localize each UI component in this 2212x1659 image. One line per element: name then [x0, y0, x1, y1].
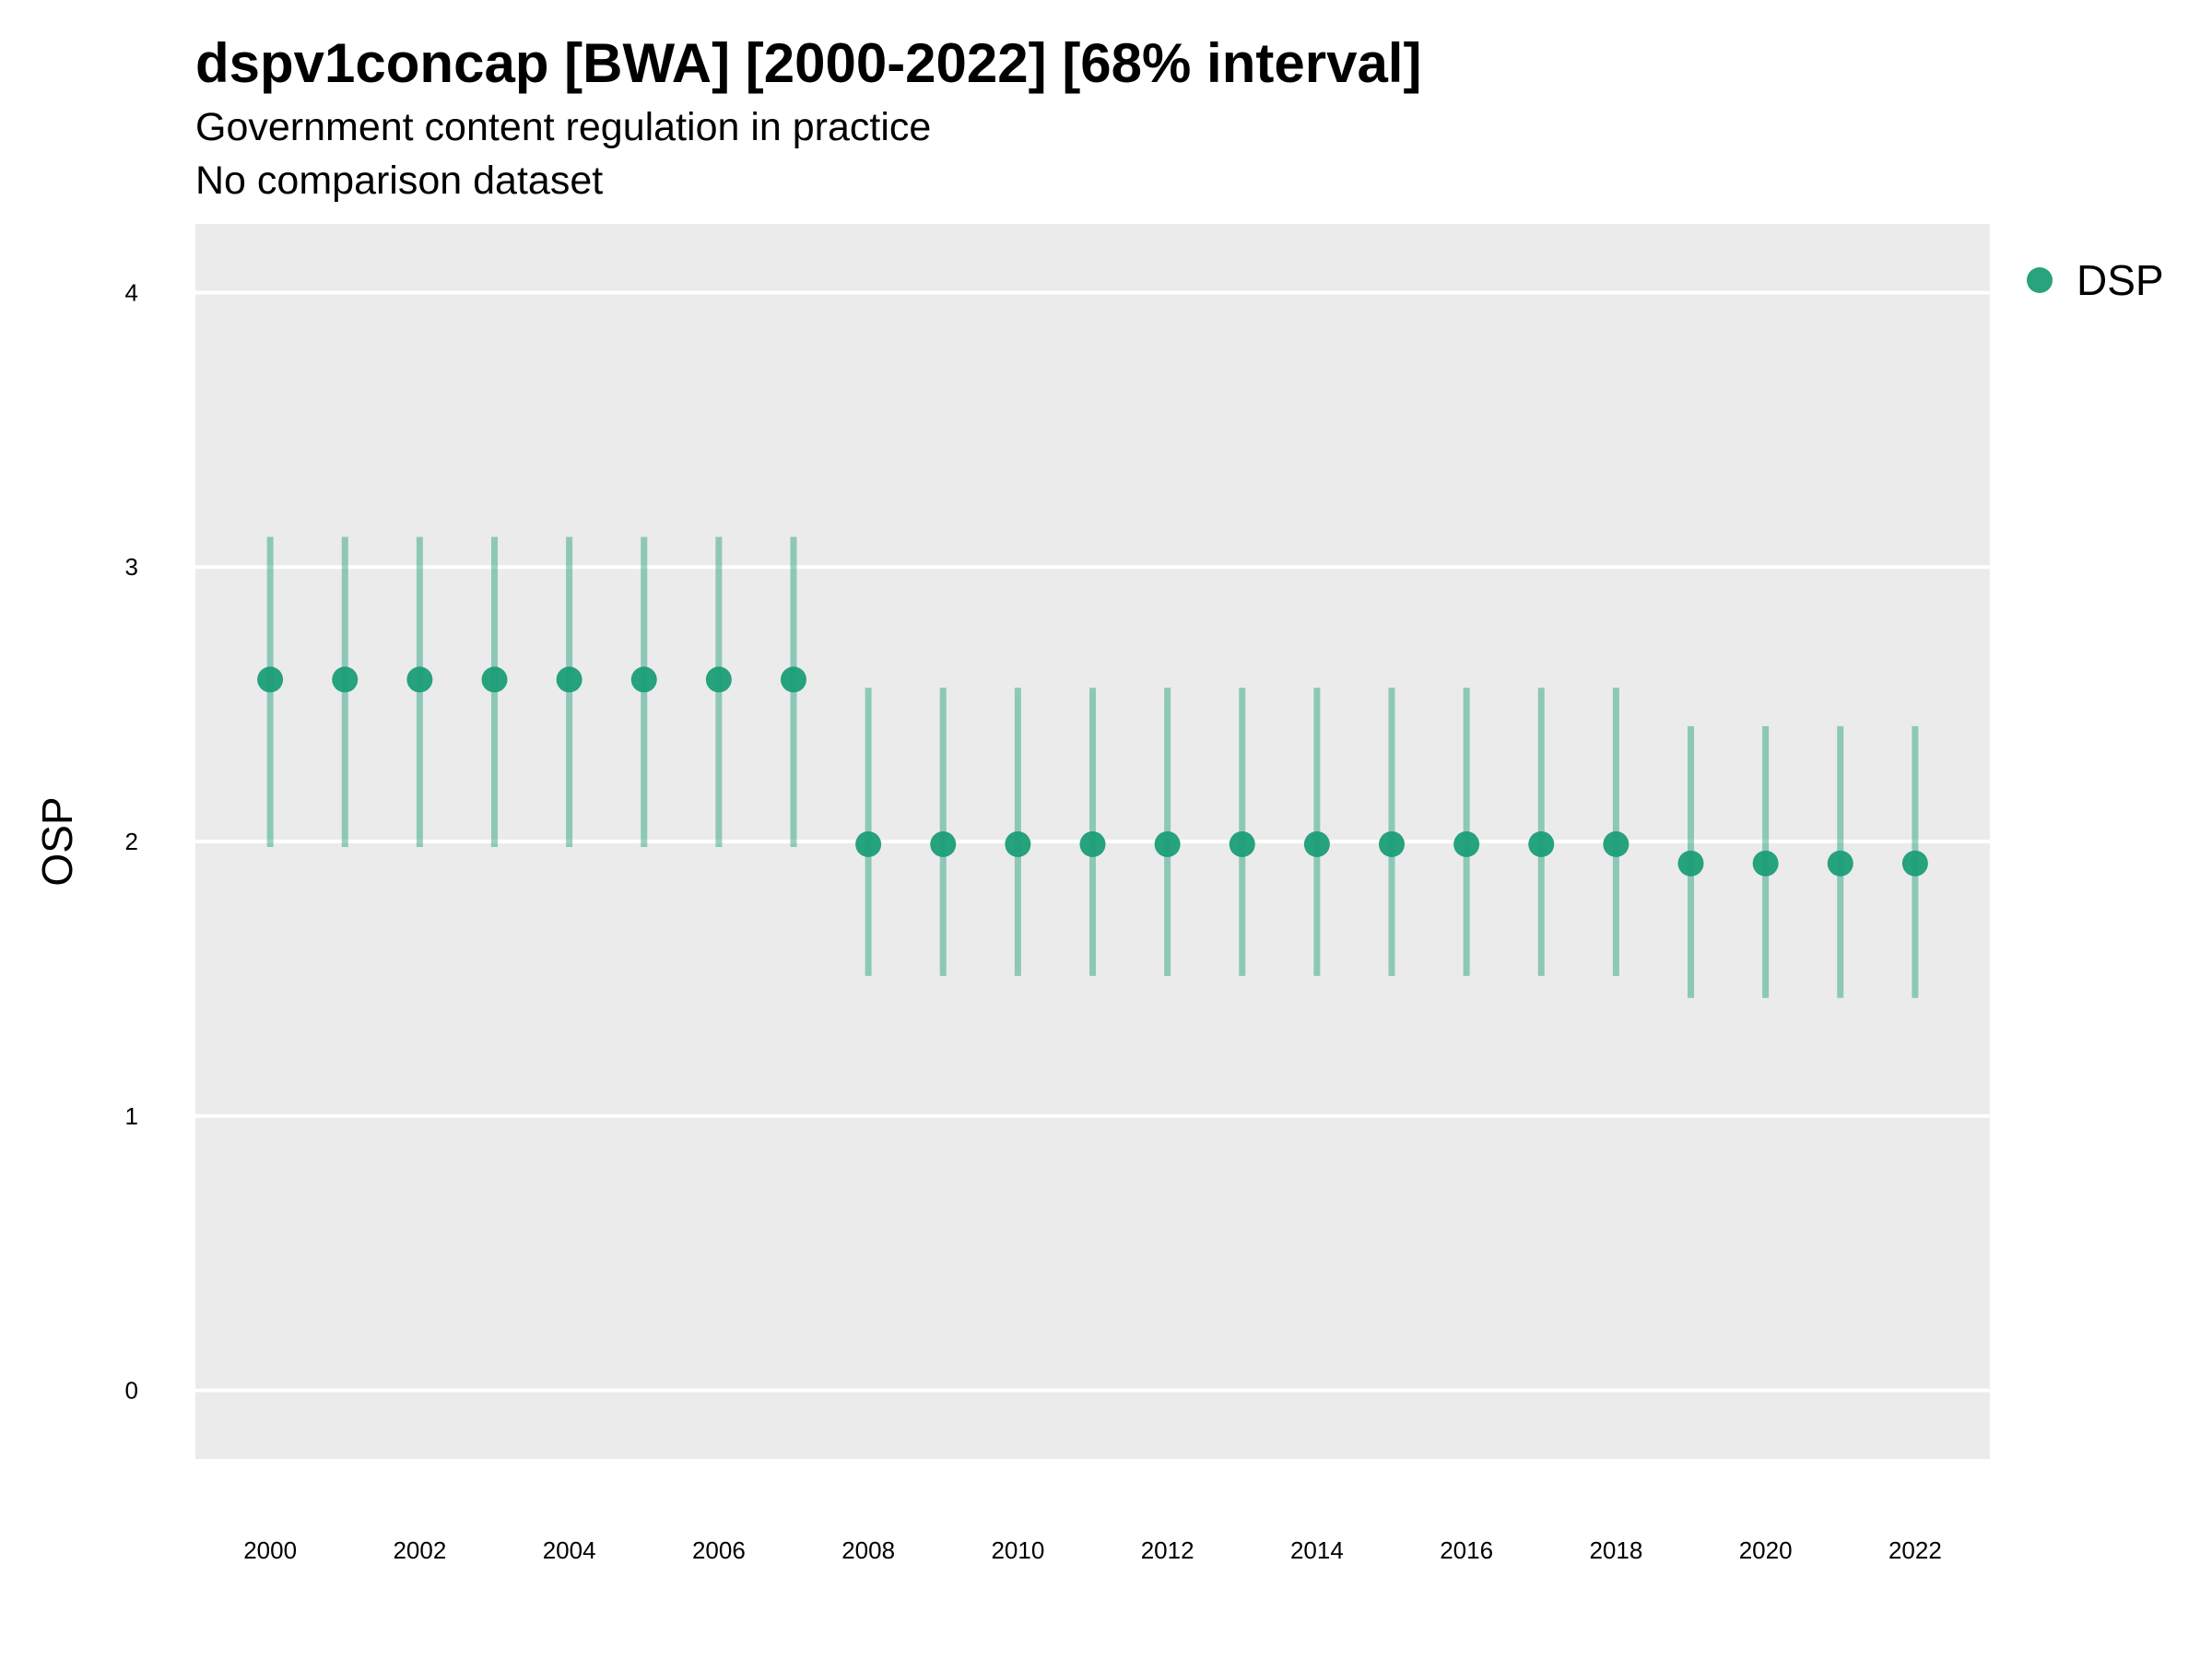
x-tick-label: 2022 [1888, 1536, 1942, 1564]
data-point [930, 830, 957, 857]
x-tick-label: 2016 [1440, 1536, 1493, 1564]
y-axis-title: OSP [33, 796, 81, 886]
data-point [1303, 830, 1330, 857]
y-tick-label: 2 [125, 828, 138, 855]
data-point [1154, 830, 1181, 857]
legend: DSP [2027, 256, 2164, 304]
y-tick-label: 1 [125, 1102, 138, 1130]
x-tick-label: 2004 [543, 1536, 596, 1564]
legend-label-dsp: DSP [2077, 256, 2164, 304]
y-tick-label: 0 [125, 1377, 138, 1405]
x-tick-label: 2002 [393, 1536, 446, 1564]
data-point [781, 666, 806, 693]
x-tick-label: 2018 [1589, 1536, 1642, 1564]
chart-subtitle: Government content regulation in practic… [195, 105, 932, 149]
data-point [1603, 830, 1630, 857]
y-tick-label: 4 [125, 278, 138, 306]
data-point [1901, 850, 1928, 877]
data-point [705, 666, 732, 693]
data-marks [257, 536, 1928, 998]
legend-key-dsp [2027, 267, 2053, 293]
chart-subtitle-comparison: No comparison dataset [195, 159, 604, 203]
x-tick-label: 2000 [243, 1536, 297, 1564]
data-point [332, 666, 359, 693]
x-tick-label: 2020 [1739, 1536, 1793, 1564]
data-point [1827, 850, 1853, 877]
data-point [481, 666, 508, 693]
data-point [556, 666, 582, 693]
data-point [1229, 830, 1255, 857]
data-point [1752, 850, 1779, 877]
x-tick-label: 2012 [1141, 1536, 1194, 1564]
data-point [1079, 830, 1106, 857]
data-point [1453, 830, 1480, 857]
data-point [1379, 830, 1405, 857]
chart-title: dspv1concap [BWA] [2000-2022] [68% inter… [195, 32, 1422, 94]
x-axis-ticks: 2000 2002 2004 2006 2008 2010 2012 2014 2016 2018… [243, 1536, 1942, 1564]
x-tick-label: 2010 [991, 1536, 1044, 1564]
data-point [1005, 830, 1031, 857]
x-tick-label: 2006 [692, 1536, 746, 1564]
data-point [855, 830, 882, 857]
data-point [406, 666, 433, 693]
grid-lines [195, 290, 1990, 1393]
x-tick-label: 2008 [841, 1536, 895, 1564]
data-point [257, 666, 284, 693]
y-axis-ticks: 0 1 2 3 4 [125, 278, 138, 1404]
x-tick-label: 2014 [1290, 1536, 1344, 1564]
data-point [1528, 830, 1555, 857]
data-point [630, 666, 657, 693]
y-tick-label: 3 [125, 553, 138, 581]
data-point [1677, 850, 1704, 877]
